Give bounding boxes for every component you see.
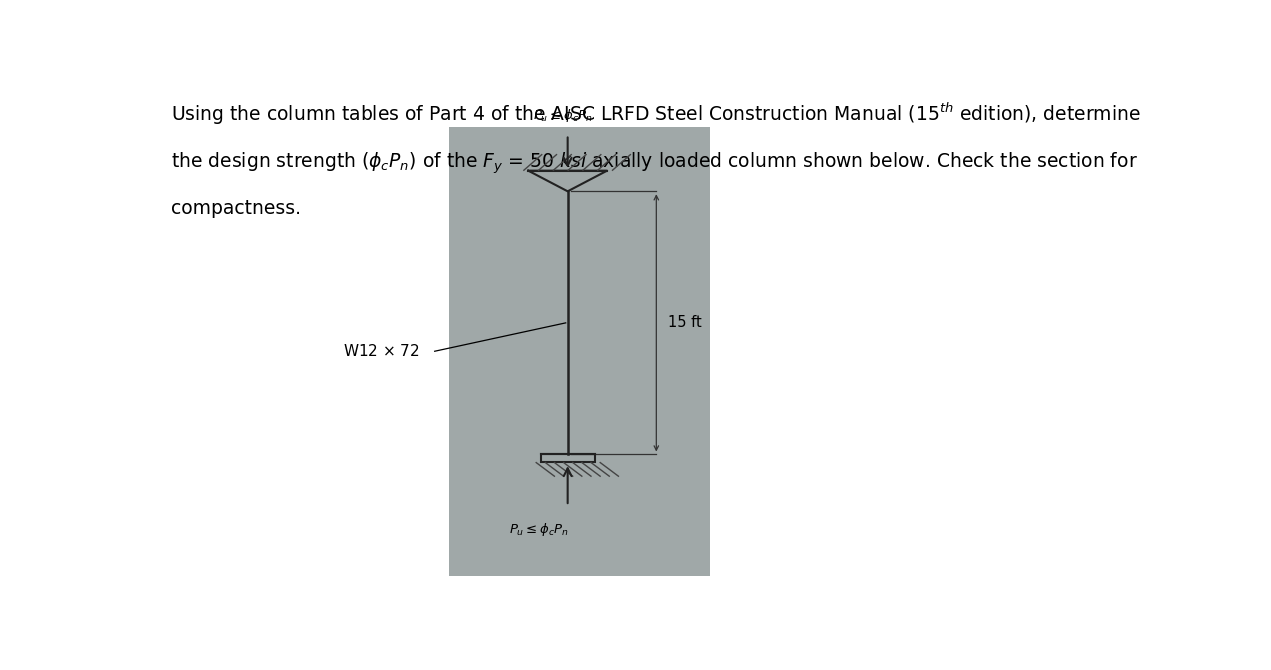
Bar — [540, 454, 595, 462]
Text: Using the column tables of Part 4 of the AISC LRFD Steel Construction Manual (15: Using the column tables of Part 4 of the… — [170, 101, 1140, 127]
Text: the design strength ($\phi_c P_n$) of the $F_y$ = 50 $ksi$ axially loaded column: the design strength ($\phi_c P_n$) of th… — [170, 150, 1138, 176]
Text: $P_u \leq \phi_c P_n$: $P_u \leq \phi_c P_n$ — [534, 107, 594, 124]
Bar — [450, 127, 710, 576]
Text: $P_u \leq \phi_c P_n$: $P_u \leq \phi_c P_n$ — [508, 521, 568, 539]
Text: compactness.: compactness. — [170, 199, 301, 218]
Text: 15 ft: 15 ft — [669, 316, 702, 330]
Text: W12 $\times$ 72: W12 $\times$ 72 — [343, 343, 419, 359]
